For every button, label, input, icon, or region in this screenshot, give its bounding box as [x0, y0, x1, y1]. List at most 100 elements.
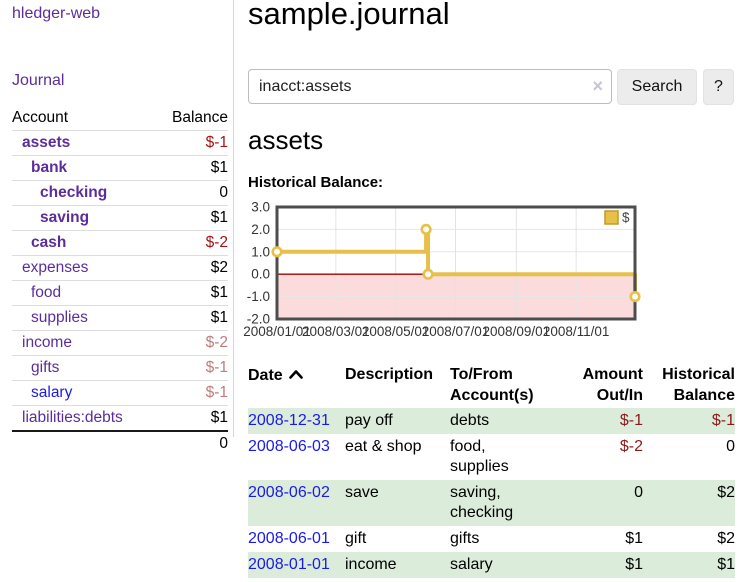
- x-tick-label: 2008/01/01: [243, 324, 311, 339]
- register-tbody: 2008-12-31 pay off debts $-1 $-1 2008-06-03 ea…: [248, 408, 735, 578]
- account-row: saving $1: [12, 205, 228, 231]
- account-row: expenses $2: [12, 255, 228, 281]
- sidebar-account-expenses[interactable]: expenses: [22, 259, 89, 276]
- account-balance: $1: [155, 280, 228, 306]
- register-accounts: food, supplies: [450, 438, 509, 475]
- register-description: gift: [345, 530, 367, 547]
- sidebar-account-supplies[interactable]: supplies: [31, 309, 88, 326]
- account-balance: $-1: [155, 355, 228, 381]
- register-row: 2008-06-03 eat & shop food, supplies $-2 0: [248, 434, 735, 480]
- register-header-date[interactable]: Date: [248, 362, 345, 408]
- register-balance: $2: [717, 530, 735, 547]
- legend-swatch: [604, 210, 619, 225]
- register-accounts: saving, checking: [450, 484, 514, 521]
- account-balance: $-1: [155, 130, 228, 156]
- sidebar-account-bank[interactable]: bank: [31, 159, 68, 176]
- search-input[interactable]: [248, 69, 612, 104]
- chart-border: [275, 205, 637, 321]
- register-row: 2008-01-01 income salary $1 $1: [248, 552, 735, 578]
- sidebar-divider: [233, 0, 234, 437]
- account-row: checking 0: [12, 180, 228, 206]
- accounts-table: Account Balance assets $-1 bank $1 checking 0…: [12, 106, 228, 456]
- account-balance: $-2: [155, 230, 228, 256]
- register-header-date-label: Date: [248, 367, 283, 384]
- x-tick-label: 2008/05/01: [362, 324, 430, 339]
- register-description: income: [345, 556, 397, 573]
- y-tick-label: 2.0: [251, 222, 270, 237]
- accounts-total-value: 0: [155, 430, 228, 456]
- account-row: assets $-1: [12, 130, 228, 156]
- register-header-description: Description: [345, 366, 434, 383]
- sidebar-item-journal[interactable]: Journal: [12, 72, 65, 89]
- accounts-total-row: 0: [12, 430, 228, 456]
- chart-title: Historical Balance:: [248, 174, 384, 191]
- y-tick-label: -1.0: [247, 289, 270, 304]
- clear-search-icon[interactable]: ×: [592, 76, 603, 96]
- account-balance: $1: [155, 205, 228, 231]
- register-balance: $1: [717, 556, 735, 573]
- account-balance: $1: [155, 155, 228, 181]
- sidebar-account-gifts[interactable]: gifts: [31, 359, 60, 376]
- sidebar-account-salary[interactable]: salary: [31, 384, 73, 401]
- register-date-link[interactable]: 2008-01-01: [248, 556, 330, 573]
- register-row: 2008-06-02 save saving, checking 0 $2: [248, 480, 735, 526]
- legend-label: $: [622, 210, 630, 225]
- x-tick-label: 2008/03/01: [302, 324, 370, 339]
- register-header-amount: Amount Out/In: [582, 366, 643, 404]
- register-amount: $-1: [619, 412, 643, 429]
- register-header-accounts: To/From Account(s): [450, 366, 534, 404]
- app-title-link[interactable]: hledger-web: [12, 5, 101, 22]
- register-description: save: [345, 484, 379, 501]
- sidebar-account-liabilities-debts[interactable]: liabilities:debts: [22, 409, 123, 426]
- sort-ascending-icon: [288, 364, 303, 385]
- search-button[interactable]: Search: [617, 69, 697, 105]
- search-box: ×: [248, 69, 612, 104]
- register-date-link[interactable]: 2008-06-02: [248, 484, 330, 501]
- register-header-balance: Historical Balance: [662, 366, 735, 404]
- register-balance: 0: [726, 438, 735, 455]
- register-table: Date Description To/From Account(s) Amou…: [248, 362, 735, 578]
- x-tick-label: 2008/09/01: [483, 324, 551, 339]
- sidebar: hledger-web Journal Account Balance asse…: [0, 0, 233, 582]
- register-accounts: salary: [450, 556, 493, 573]
- sidebar-account-food[interactable]: food: [31, 284, 62, 301]
- register-amount: $1: [625, 556, 643, 573]
- register-amount: $1: [625, 530, 643, 547]
- sidebar-account-cash[interactable]: cash: [31, 234, 67, 251]
- sidebar-account-checking[interactable]: checking: [40, 184, 108, 201]
- account-row: salary $-1: [12, 380, 228, 406]
- account-balance: $-1: [155, 380, 228, 406]
- register-date-link[interactable]: 2008-06-01: [248, 530, 330, 547]
- accounts-header-balance: Balance: [155, 106, 228, 131]
- accounts-total-spacer: [12, 430, 156, 456]
- register-balance: $2: [717, 484, 735, 501]
- balance-chart: $3.0 2.0 1.0 0.0 -1.0 -2.0 2008/01/01 2008/03/0…: [243, 197, 644, 347]
- account-row: income $-2: [12, 330, 228, 356]
- search-form: × Search ?: [248, 69, 742, 105]
- register-header-row: Date Description To/From Account(s) Amou…: [248, 362, 735, 408]
- chart-data-point: [629, 290, 641, 303]
- sidebar-account-saving[interactable]: saving: [40, 209, 90, 226]
- account-balance: $2: [155, 255, 228, 281]
- register-row: 2008-06-01 gift gifts $1 $2: [248, 526, 735, 552]
- y-tick-label: -2.0: [247, 312, 270, 327]
- register-row: 2008-12-31 pay off debts $-1 $-1: [248, 408, 735, 434]
- account-row: food $1: [12, 280, 228, 306]
- accounts-header-row: Account Balance: [12, 106, 228, 131]
- y-tick-label: 1.0: [251, 244, 270, 259]
- register-accounts: gifts: [450, 530, 480, 547]
- help-button[interactable]: ?: [703, 69, 734, 105]
- account-row: liabilities:debts $1: [12, 406, 228, 432]
- account-balance: $1: [155, 305, 228, 331]
- register-date-link[interactable]: 2008-12-31: [248, 412, 330, 429]
- register-balance: $-1: [711, 412, 735, 429]
- account-row: cash $-2: [12, 230, 228, 256]
- chart-data-point: [271, 246, 283, 258]
- sidebar-account-income[interactable]: income: [22, 334, 72, 351]
- account-balance: $-2: [155, 330, 228, 356]
- register-date-link[interactable]: 2008-06-03: [248, 438, 330, 455]
- register-description: pay off: [345, 412, 393, 429]
- sidebar-account-assets[interactable]: assets: [22, 134, 71, 151]
- register-amount: $-2: [619, 438, 643, 455]
